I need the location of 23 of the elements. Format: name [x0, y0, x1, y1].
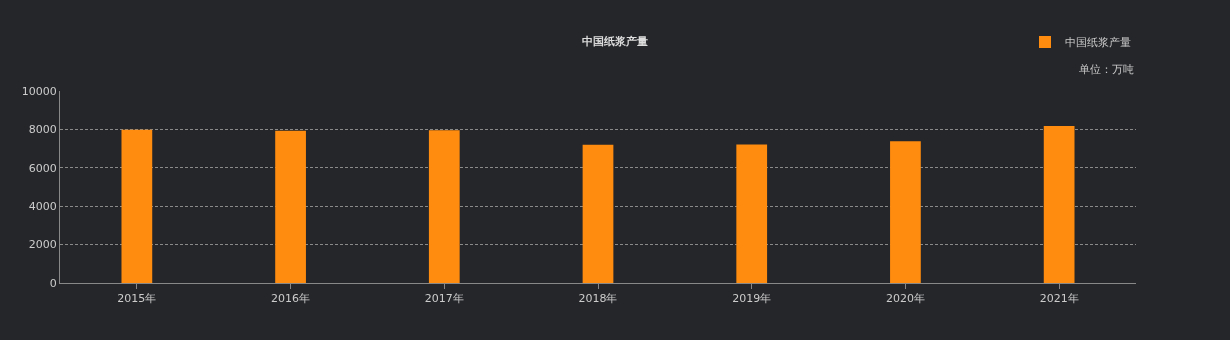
x-tick-label: 2019年 — [732, 292, 772, 306]
text: 单位：万吨 — [1079, 63, 1134, 76]
bar — [1043, 125, 1075, 283]
x-tick-label: 2015年 — [117, 292, 157, 306]
y-tick-label: 2000 — [28, 238, 57, 252]
bar — [428, 130, 460, 283]
x-tick-label: 2017年 — [424, 292, 464, 306]
bar — [121, 129, 153, 283]
x-tick-label: 2016年 — [271, 292, 311, 306]
y-tick-label: 4000 — [28, 200, 57, 214]
y-tick-label: 8000 — [28, 123, 57, 137]
x-tick-label: 2020年 — [885, 292, 925, 306]
bar — [582, 144, 614, 283]
y-tick-label: 10000 — [21, 84, 57, 98]
bar — [736, 144, 768, 283]
bar — [275, 130, 306, 283]
bar — [890, 141, 921, 283]
y-tick-label: 0 — [49, 276, 57, 290]
y-tick-label: 6000 — [28, 161, 57, 175]
x-tick-label: 2021年 — [1039, 292, 1079, 306]
x-tick-label: 2018年 — [578, 292, 618, 306]
legend-label: 中国纸浆产量 — [1065, 36, 1131, 50]
chart-title: 中国纸浆产量 — [582, 35, 648, 49]
